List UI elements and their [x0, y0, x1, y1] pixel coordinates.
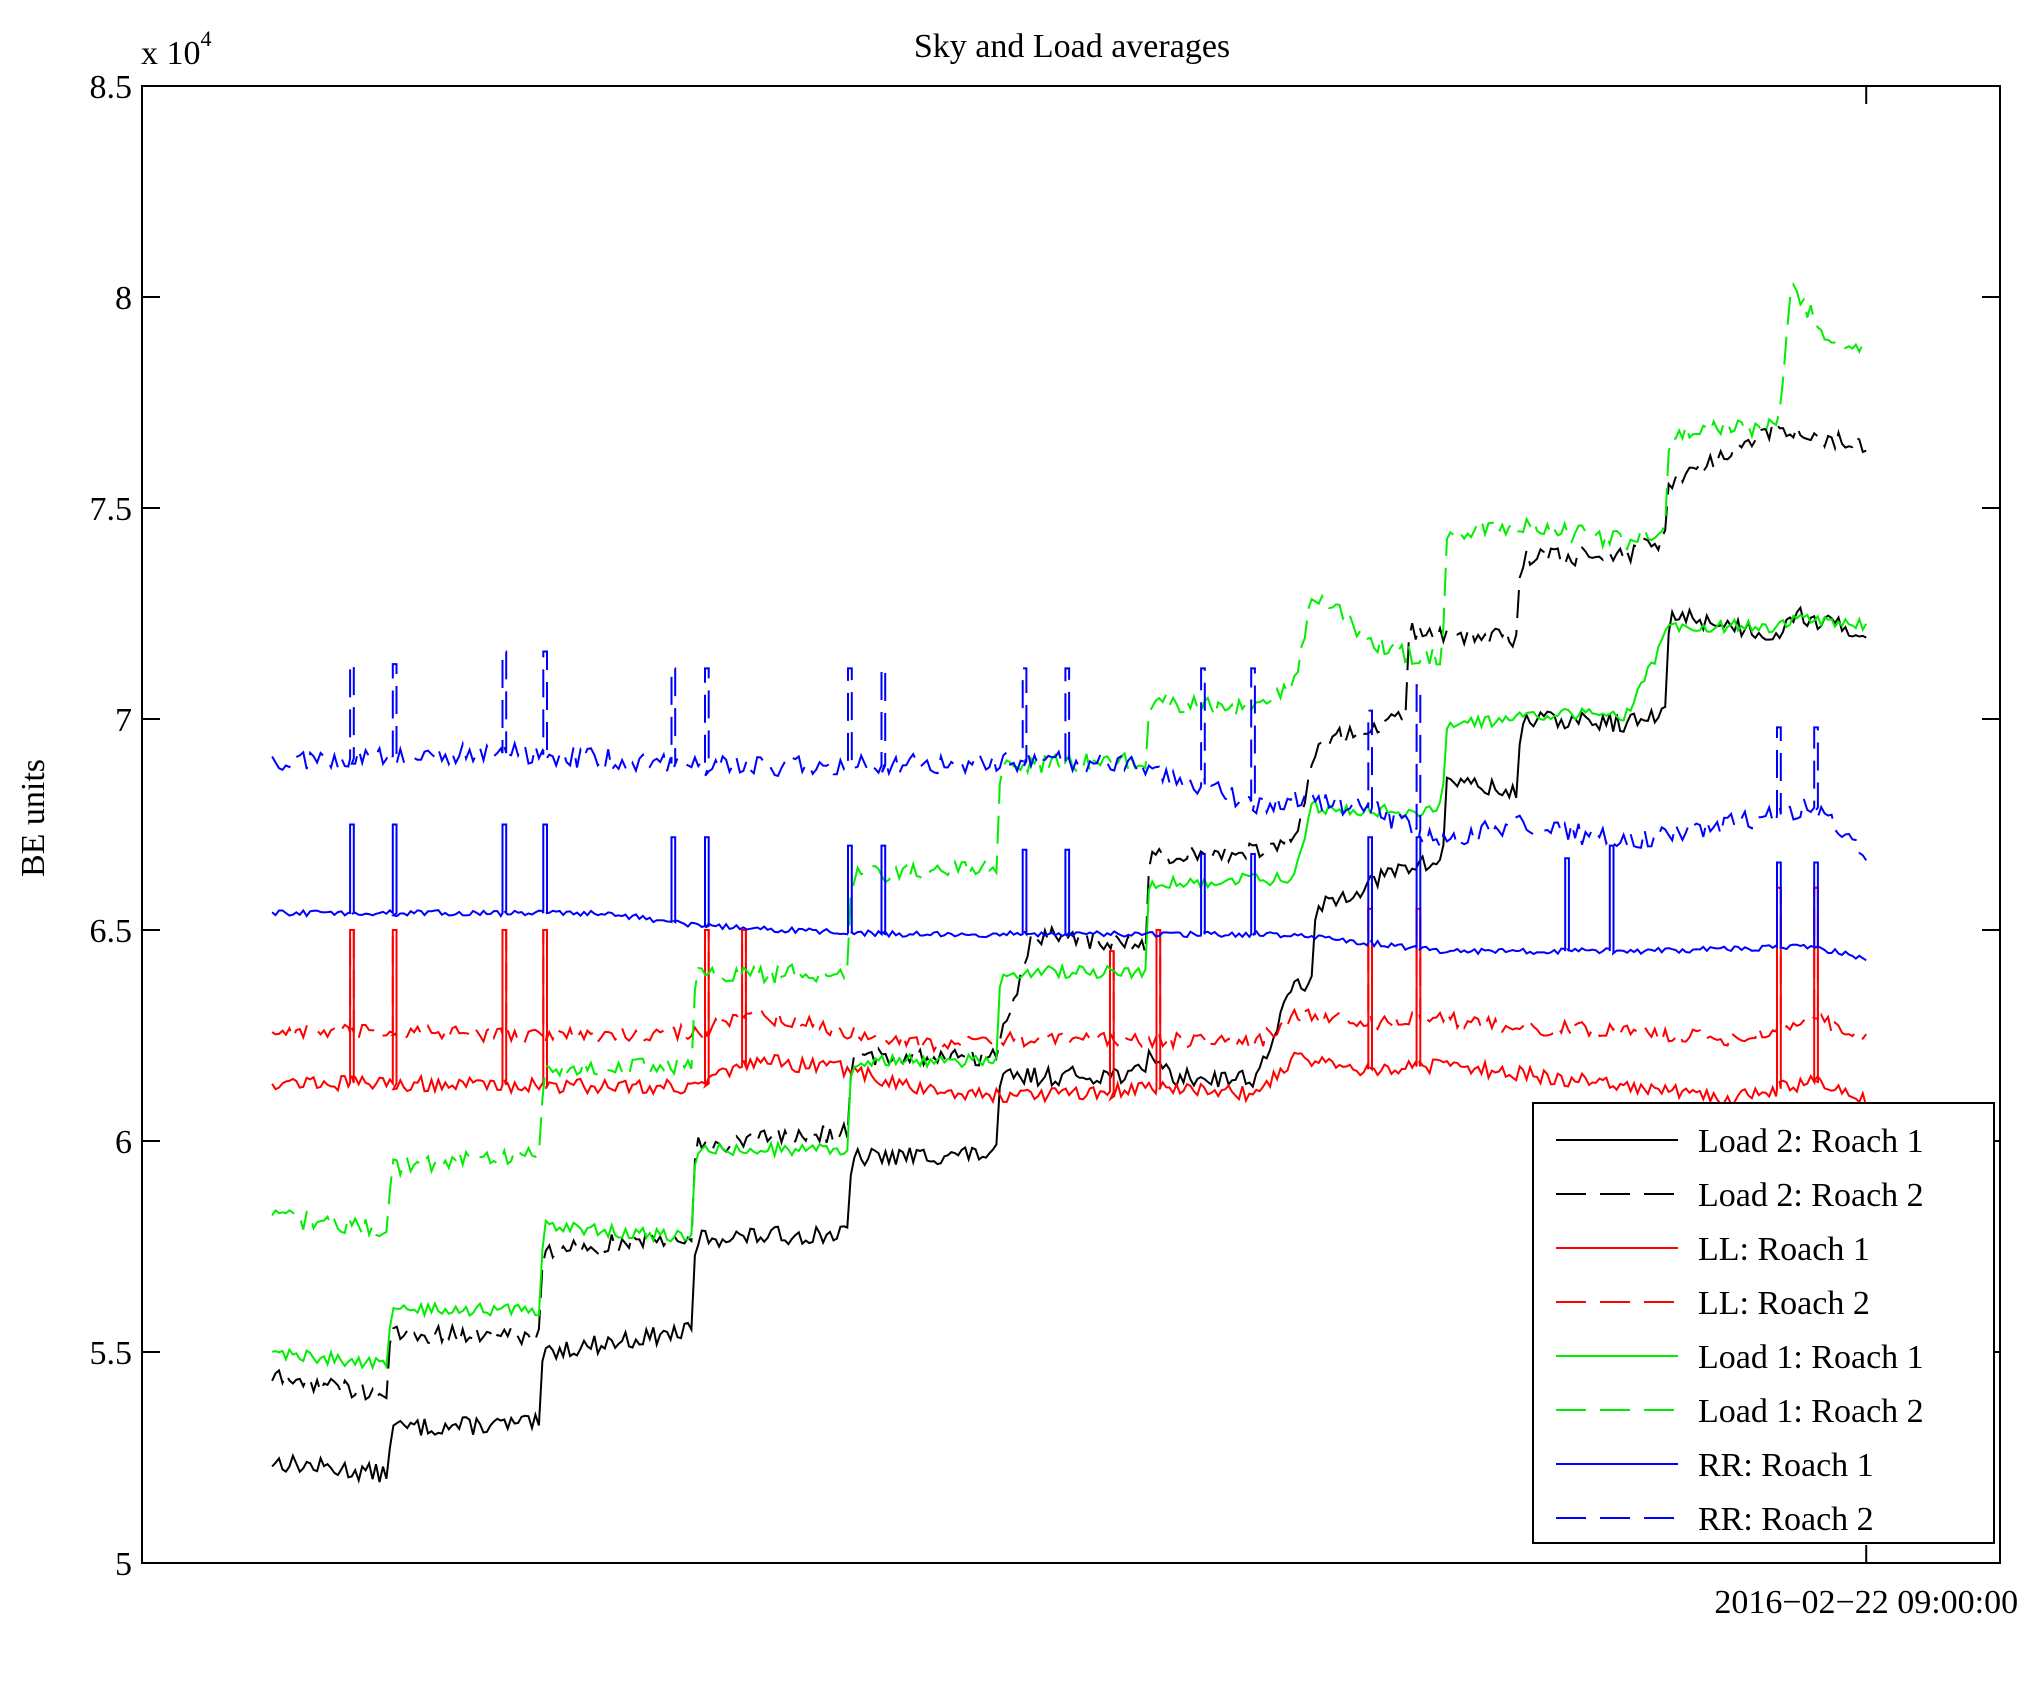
legend-item-load-1-roach-1: Load 1: Roach 1 [1556, 1339, 1924, 1376]
chart-title: Sky and Load averages [914, 28, 1230, 65]
legend-box [1532, 1102, 1995, 1544]
x-tick-label: 2016−02−22 09:00:00 [1714, 1584, 2018, 1621]
series-line-ll-roach-1 [271, 886, 1868, 1107]
y-tick-label: 6 [115, 1124, 132, 1161]
legend-label: RR: Roach 1 [1698, 1447, 1874, 1484]
series-ll-roach-2 [271, 886, 1867, 1054]
series-line-load-1-roach-1 [271, 613, 1868, 1371]
series-load-2-roach-2 [271, 421, 1867, 1401]
y-tick-label: 5.5 [90, 1335, 133, 1372]
series-line-load-2-roach-1 [271, 605, 1867, 1484]
y-tick-label: 6.5 [90, 913, 133, 950]
y-tick-label: 7 [115, 702, 132, 739]
y-tick-label: 5 [115, 1546, 132, 1583]
axes-layer: 5 5.5 6 6.5 7 7.5 8 8.5 2016−02−22 09:00:00 [90, 69, 2019, 1621]
y-axis-label: BE units [15, 759, 52, 877]
legend-label: Load 2: Roach 1 [1698, 1123, 1924, 1160]
series-line-rr-roach-2 [271, 650, 1868, 861]
legend-label: RR: Roach 2 [1698, 1501, 1874, 1538]
series-line-rr-roach-1 [271, 823, 1867, 962]
legend-label: Load 1: Roach 1 [1698, 1339, 1924, 1376]
y-exponent-base: x 10 [141, 35, 201, 72]
series-load-2-roach-1 [271, 605, 1867, 1484]
series-line-load-2-roach-2 [271, 421, 1867, 1401]
series-layer [271, 281, 1868, 1484]
legend: Load 2: Roach 1 Load 2: Roach 2 LL: Roach … [1532, 1102, 1995, 1544]
legend-item-load-1-roach-2: Load 1: Roach 2 [1556, 1393, 1924, 1430]
legend-item-load-2-roach-2: Load 2: Roach 2 [1556, 1177, 1924, 1214]
plot-frame [141, 85, 2001, 1564]
legend-item-ll-roach-2: LL: Roach 2 [1556, 1285, 1870, 1322]
legend-item-rr-roach-1: RR: Roach 1 [1556, 1447, 1874, 1484]
legend-items: Load 2: Roach 1 Load 2: Roach 2 LL: Roach … [1556, 1123, 1924, 1538]
y-tick-label: 8 [115, 280, 132, 317]
legend-item-ll-roach-1: LL: Roach 1 [1556, 1231, 1870, 1268]
series-line-ll-roach-2 [271, 886, 1867, 1054]
legend-item-rr-roach-2: RR: Roach 2 [1556, 1501, 1874, 1538]
series-rr-roach-2 [271, 650, 1868, 861]
legend-label: Load 2: Roach 2 [1698, 1177, 1924, 1214]
series-ll-roach-1 [271, 886, 1868, 1107]
legend-label: LL: Roach 2 [1698, 1285, 1870, 1322]
y-tick-label: 8.5 [90, 69, 133, 106]
legend-item-load-2-roach-1: Load 2: Roach 1 [1556, 1123, 1924, 1160]
series-load-1-roach-1 [271, 613, 1868, 1371]
series-rr-roach-1 [271, 823, 1867, 962]
legend-label: LL: Roach 1 [1698, 1231, 1870, 1268]
y-tick-label: 7.5 [90, 491, 133, 528]
legend-label: Load 1: Roach 2 [1698, 1393, 1924, 1430]
y-exponent-label: x 104 [141, 26, 212, 72]
y-exponent-power: 4 [201, 26, 212, 51]
